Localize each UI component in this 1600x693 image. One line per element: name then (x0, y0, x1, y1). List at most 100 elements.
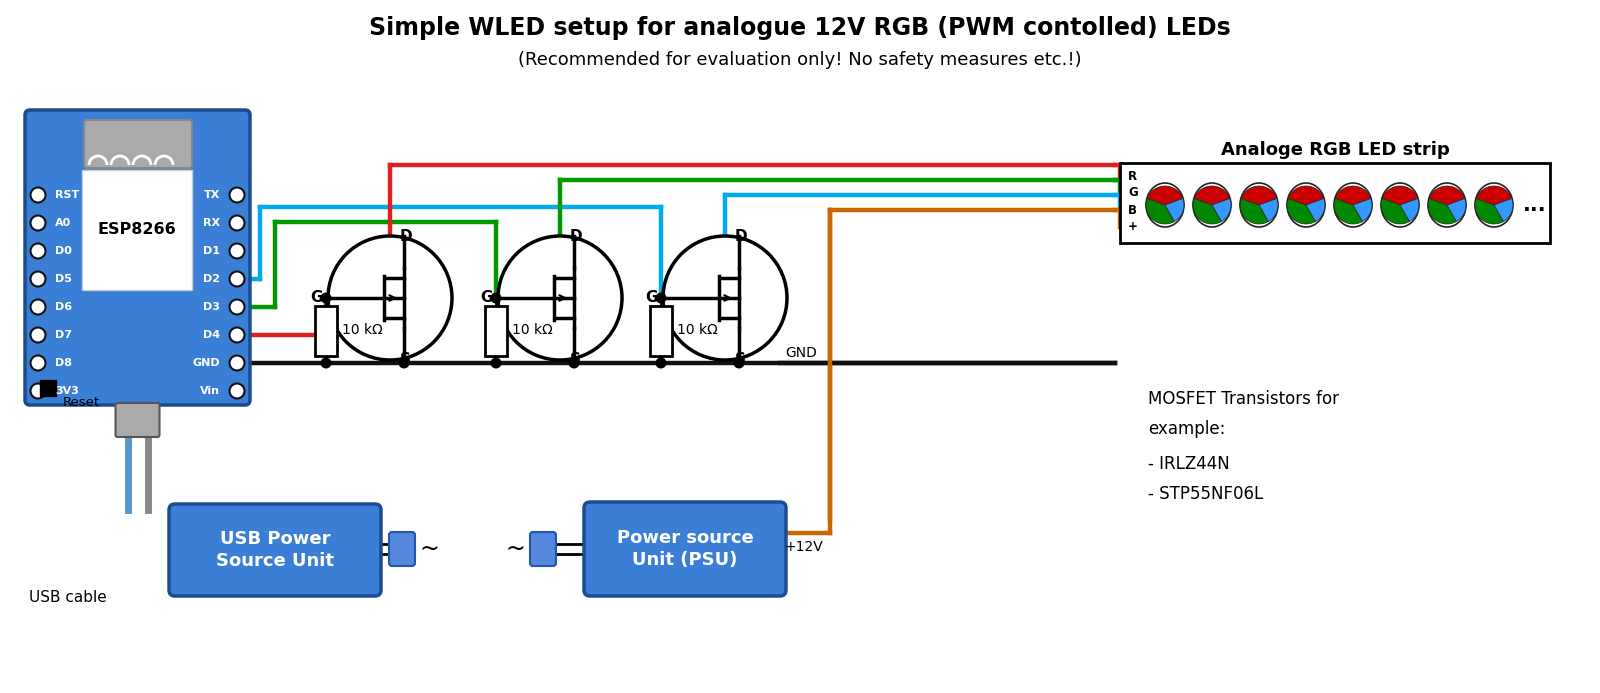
Wedge shape (1259, 198, 1278, 222)
Circle shape (229, 216, 245, 231)
Text: D5: D5 (54, 274, 72, 284)
Text: 10 kΩ: 10 kΩ (512, 324, 552, 337)
Text: B: B (1128, 204, 1138, 216)
Text: ~: ~ (419, 537, 440, 561)
Ellipse shape (1334, 183, 1373, 227)
Text: Simple WLED setup for analogue 12V RGB (PWM contolled) LEDs: Simple WLED setup for analogue 12V RGB (… (370, 16, 1230, 40)
Circle shape (662, 236, 787, 360)
FancyBboxPatch shape (115, 403, 160, 437)
Text: S: S (400, 352, 411, 367)
Circle shape (656, 358, 667, 369)
Circle shape (229, 383, 245, 398)
Text: D1: D1 (203, 246, 221, 256)
Wedge shape (1147, 186, 1182, 205)
Text: Power source
Unit (PSU): Power source Unit (PSU) (616, 529, 754, 569)
Circle shape (328, 236, 453, 360)
Text: 3V3: 3V3 (54, 386, 78, 396)
Wedge shape (1429, 198, 1456, 224)
Text: +12V: +12V (786, 540, 824, 554)
Text: 10 kΩ: 10 kΩ (677, 324, 718, 337)
Text: G: G (480, 290, 493, 306)
Circle shape (733, 358, 744, 369)
Text: R: R (1128, 170, 1138, 184)
Wedge shape (1381, 198, 1410, 224)
Circle shape (229, 243, 245, 258)
Wedge shape (1429, 186, 1466, 205)
Text: D3: D3 (203, 302, 221, 312)
Wedge shape (1306, 198, 1325, 222)
Text: D0: D0 (54, 246, 72, 256)
Wedge shape (1194, 186, 1230, 205)
Wedge shape (1194, 198, 1221, 224)
Circle shape (320, 292, 331, 304)
Circle shape (30, 356, 45, 371)
Circle shape (30, 383, 45, 398)
Wedge shape (1334, 198, 1363, 224)
Ellipse shape (1240, 183, 1278, 227)
Text: USB Power
Source Unit: USB Power Source Unit (216, 530, 334, 570)
Text: D8: D8 (54, 358, 72, 368)
Text: USB cable: USB cable (29, 590, 107, 606)
Text: G: G (1128, 186, 1138, 200)
Text: MOSFET Transistors for: MOSFET Transistors for (1149, 390, 1339, 408)
Ellipse shape (1146, 183, 1184, 227)
Wedge shape (1334, 186, 1371, 205)
Text: example:: example: (1149, 420, 1226, 438)
Wedge shape (1382, 186, 1418, 205)
Ellipse shape (1194, 183, 1230, 227)
Circle shape (30, 216, 45, 231)
Text: D7: D7 (54, 330, 72, 340)
FancyBboxPatch shape (26, 110, 250, 405)
Text: 10 kΩ: 10 kΩ (342, 324, 382, 337)
Wedge shape (1213, 198, 1230, 222)
Wedge shape (1475, 198, 1504, 224)
Text: ESP8266: ESP8266 (98, 222, 176, 238)
Text: D: D (570, 229, 582, 244)
Wedge shape (1286, 198, 1315, 224)
Bar (485, 306, 507, 356)
Text: ~: ~ (506, 537, 525, 561)
FancyBboxPatch shape (389, 532, 414, 566)
Circle shape (491, 292, 501, 304)
Wedge shape (1165, 198, 1184, 222)
Text: D: D (734, 229, 747, 244)
Text: - STP55NF06L: - STP55NF06L (1149, 485, 1264, 503)
Wedge shape (1477, 186, 1512, 205)
Bar (40, 380, 56, 396)
Text: G: G (310, 290, 323, 306)
Wedge shape (1288, 186, 1323, 205)
Text: D2: D2 (203, 274, 221, 284)
Ellipse shape (1381, 183, 1419, 227)
Bar (1120, 163, 1550, 243)
Text: GND: GND (786, 346, 818, 360)
Text: RX: RX (203, 218, 221, 228)
Text: A0: A0 (54, 218, 72, 228)
Wedge shape (1446, 198, 1466, 222)
Text: +: + (1128, 220, 1138, 234)
Circle shape (320, 358, 331, 369)
Text: Vin: Vin (200, 386, 221, 396)
Wedge shape (1494, 198, 1514, 222)
Text: S: S (570, 352, 581, 367)
Wedge shape (1146, 198, 1174, 224)
FancyBboxPatch shape (170, 504, 381, 596)
FancyBboxPatch shape (584, 502, 786, 596)
Text: D6: D6 (54, 302, 72, 312)
Circle shape (398, 358, 410, 369)
Circle shape (229, 188, 245, 202)
Text: TX: TX (203, 190, 221, 200)
Circle shape (491, 358, 501, 369)
Text: D4: D4 (203, 330, 221, 340)
Wedge shape (1242, 186, 1277, 205)
Text: RST: RST (54, 190, 80, 200)
Text: ...: ... (1523, 195, 1547, 215)
Text: S: S (734, 352, 746, 367)
Text: G: G (645, 290, 658, 306)
Text: GND: GND (192, 358, 221, 368)
Circle shape (568, 358, 579, 369)
Circle shape (229, 272, 245, 286)
Text: D: D (400, 229, 413, 244)
Circle shape (30, 188, 45, 202)
Circle shape (656, 292, 667, 304)
Circle shape (229, 328, 245, 342)
